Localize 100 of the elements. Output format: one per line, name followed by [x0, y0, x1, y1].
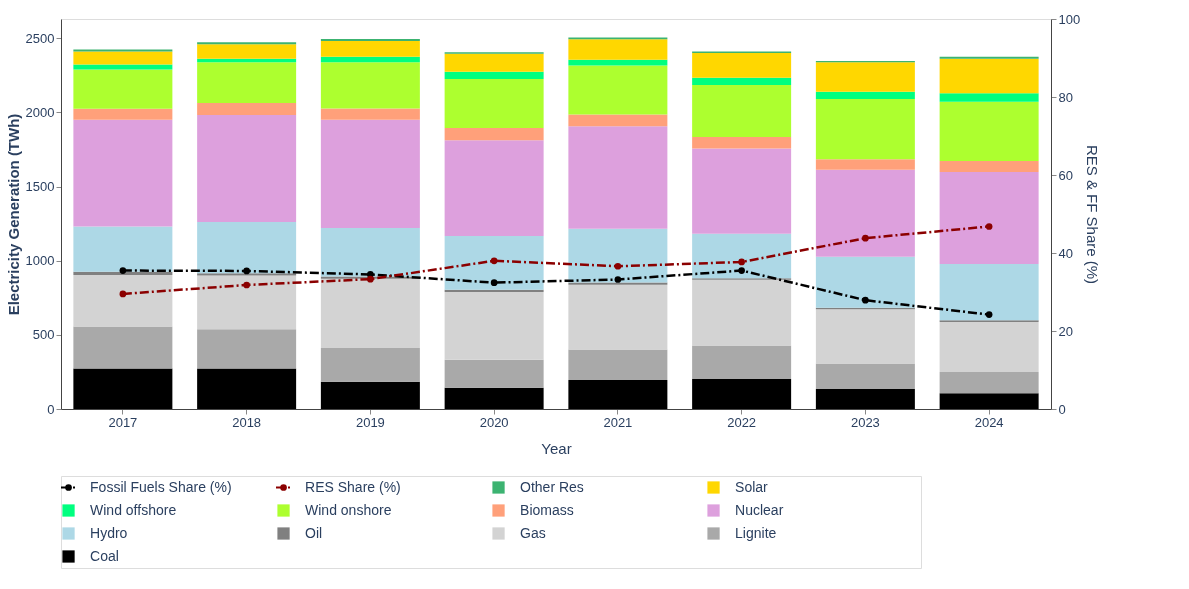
y-tick-label: 2000: [25, 104, 55, 120]
bar: [692, 148, 792, 234]
y-tick-label: 1000: [25, 253, 55, 269]
bar: [815, 309, 915, 364]
y-tick-label: 2500: [25, 30, 55, 46]
bar: [568, 65, 668, 115]
bar: [197, 273, 297, 276]
x-tick-label: 2023: [850, 414, 880, 430]
bar: [197, 62, 297, 104]
bar: [320, 347, 420, 382]
bar: [568, 228, 668, 283]
bar: [568, 284, 668, 350]
bar: [815, 99, 915, 160]
bar: [815, 256, 915, 308]
bar: [568, 114, 668, 127]
bar: [692, 233, 792, 279]
bar: [197, 368, 297, 409]
bar: [568, 126, 668, 229]
x-tick-label: 2017: [108, 414, 138, 430]
bar: [444, 359, 544, 388]
bar: [692, 136, 792, 149]
bar: [73, 326, 173, 369]
x-tick-label: 2022: [727, 414, 757, 430]
bar: [815, 363, 915, 389]
legend-label: Lignite: [735, 524, 777, 541]
legend-label: Nuclear: [735, 501, 784, 518]
x-tick-label: 2019: [355, 414, 385, 430]
x-tick-label: 2018: [232, 414, 262, 430]
x-tick-label: 2024: [974, 414, 1004, 430]
bar: [568, 59, 668, 66]
bar: [444, 292, 544, 360]
bar: [320, 62, 420, 109]
bar: [939, 58, 1039, 94]
legend-label: Oil: [305, 524, 323, 541]
bar: [320, 278, 420, 348]
y2-tick-label: 40: [1058, 245, 1073, 261]
bar: [939, 393, 1039, 409]
bar: [815, 62, 915, 92]
bar: [197, 44, 297, 59]
bar: [568, 380, 668, 409]
point: [862, 234, 869, 242]
bar: [692, 279, 792, 346]
point: [490, 279, 498, 286]
bar: [320, 40, 420, 57]
bar: [939, 93, 1039, 102]
bar: [815, 91, 915, 100]
legend-label: Biomass: [520, 501, 574, 518]
point: [243, 281, 250, 289]
point: [119, 267, 127, 274]
bar: [815, 159, 915, 170]
bar: [939, 264, 1039, 321]
bar: [568, 349, 668, 381]
bar: [73, 226, 173, 272]
x-tick-label: 2021: [603, 414, 633, 430]
bar: [73, 119, 173, 227]
bar: [197, 222, 297, 274]
y2-tick-label: 60: [1058, 167, 1073, 183]
y2-tick-label: 80: [1058, 89, 1073, 105]
bar: [197, 103, 297, 115]
y2-tick-label: 20: [1058, 323, 1073, 339]
bar: [73, 274, 173, 327]
legend-label: Hydro: [90, 524, 128, 541]
point: [490, 257, 498, 265]
bar: [939, 371, 1039, 394]
bar: [692, 84, 792, 137]
y2-tick-label: 100: [1058, 11, 1081, 27]
x-axis-title: Year: [541, 439, 572, 457]
y2-axis-title: RES & FF Share (%): [1084, 144, 1102, 285]
bar: [320, 227, 420, 277]
point: [243, 267, 250, 275]
legend-label: Solar: [735, 478, 769, 495]
bar: [444, 127, 544, 141]
point: [119, 290, 127, 298]
x-tick-label: 2020: [479, 414, 509, 430]
legend-label: Gas: [520, 524, 546, 541]
bar: [815, 169, 915, 257]
bar: [197, 329, 297, 369]
bar: [444, 236, 544, 290]
legend-label: Other Res: [520, 478, 584, 495]
bar: [939, 56, 1039, 59]
bar: [197, 275, 297, 330]
y-tick-label: 1500: [25, 179, 55, 195]
bar: [939, 160, 1039, 173]
bar: [568, 282, 668, 285]
bar: [444, 140, 544, 237]
bar: [197, 114, 297, 223]
point: [614, 276, 622, 283]
bar: [320, 119, 420, 228]
bar: [320, 108, 420, 120]
point: [367, 275, 374, 283]
bar: [320, 381, 420, 409]
bar: [73, 51, 173, 65]
bar: [73, 368, 173, 409]
point: [985, 223, 993, 230]
point: [862, 296, 869, 304]
bar: [939, 101, 1039, 161]
legend-label: Wind offshore: [90, 501, 177, 518]
bar: [444, 387, 544, 409]
point: [985, 311, 993, 318]
legend-label: Fossil Fuels Share (%): [90, 478, 232, 495]
